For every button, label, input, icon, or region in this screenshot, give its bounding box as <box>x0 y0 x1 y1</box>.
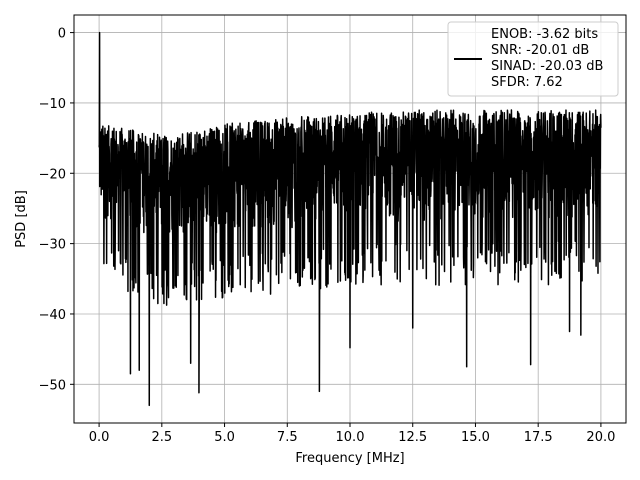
psd-series-line <box>98 31 602 407</box>
y-tick-label: −20 <box>39 167 66 182</box>
legend-box <box>447 21 619 97</box>
x-tick-label: 12.5 <box>398 430 427 445</box>
x-tick-label: 7.5 <box>277 430 298 445</box>
y-tick-label: −50 <box>39 378 66 393</box>
y-tick-label: −10 <box>39 97 66 112</box>
x-tick-label: 15.0 <box>461 430 490 445</box>
x-tick-label: 5.0 <box>214 430 235 445</box>
legend-entry-sfdr: SFDR: 7.62 <box>491 75 563 90</box>
y-axis-label: PSD [dB] <box>14 190 29 248</box>
legend-entry-enob: ENOB: -3.62 bits <box>491 27 598 42</box>
legend: ENOB: -3.62 bits SNR: -20.01 dB SINAD: -… <box>447 21 619 97</box>
legend-entry-sinad: SINAD: -20.03 dB <box>491 59 603 74</box>
x-tick-label: 20.0 <box>586 430 615 445</box>
x-tick-label: 0.0 <box>89 430 110 445</box>
x-tick-label: 2.5 <box>151 430 172 445</box>
y-tick-label: 0 <box>58 27 66 42</box>
legend-entry-snr: SNR: -20.01 dB <box>491 43 589 58</box>
axis-ticks: 0.0 2.5 5.0 7.5 10.0 12.5 15.0 17.5 20.0 0 −10 −20 −… <box>39 27 616 445</box>
x-axis-label: Frequency [MHz] <box>295 451 404 466</box>
plot-area <box>98 31 602 407</box>
x-tick-label: 10.0 <box>336 430 365 445</box>
x-tick-label: 17.5 <box>524 430 553 445</box>
y-tick-label: −40 <box>39 308 66 323</box>
y-tick-label: −30 <box>39 238 66 253</box>
